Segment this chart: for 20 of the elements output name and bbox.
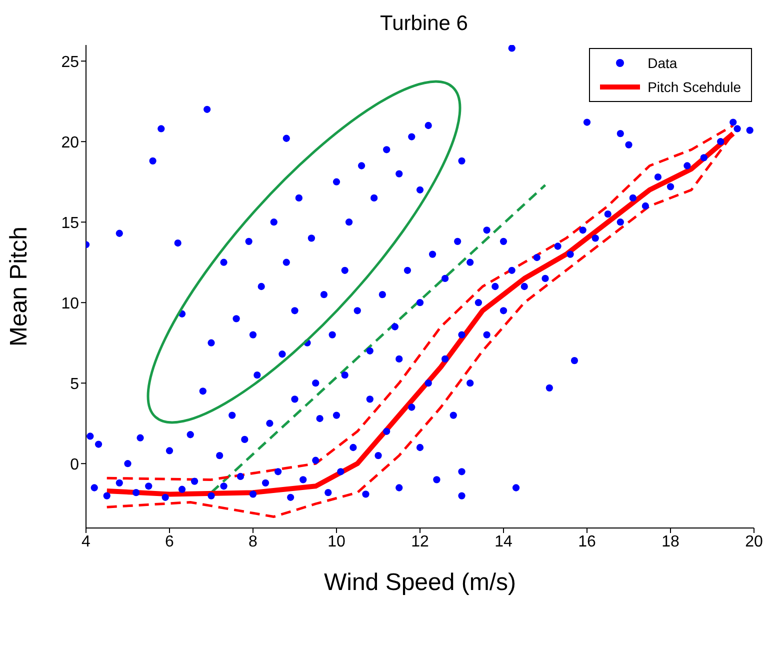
y-tick-label: 10 [61,295,80,312]
y-tick-label: 15 [61,214,80,232]
x-tick-label: 8 [248,533,258,550]
y-tick-label: 20 [61,134,80,152]
chart-title: Turbine 6 [379,12,469,36]
legend-label: Data [648,55,678,71]
x-tick-label: 14 [494,533,512,550]
x-axis-title: Wind Speed (m/s) [324,569,516,596]
x-tick-label: 12 [411,533,429,550]
x-tick-label: 6 [165,533,174,550]
x-tick-label: 16 [578,533,596,550]
x-tick-label: 18 [662,533,680,550]
x-tick-label: 4 [82,533,91,550]
y-tick-label: 0 [70,456,80,474]
x-tick-label: 20 [745,533,763,550]
y-tick-label: 25 [61,54,80,71]
y-tick-label: 5 [70,376,80,393]
legend-label: Pitch Scehdule [648,79,741,95]
x-tick-label: 10 [328,533,346,550]
y-axis-title: Mean Pitch [6,226,33,347]
